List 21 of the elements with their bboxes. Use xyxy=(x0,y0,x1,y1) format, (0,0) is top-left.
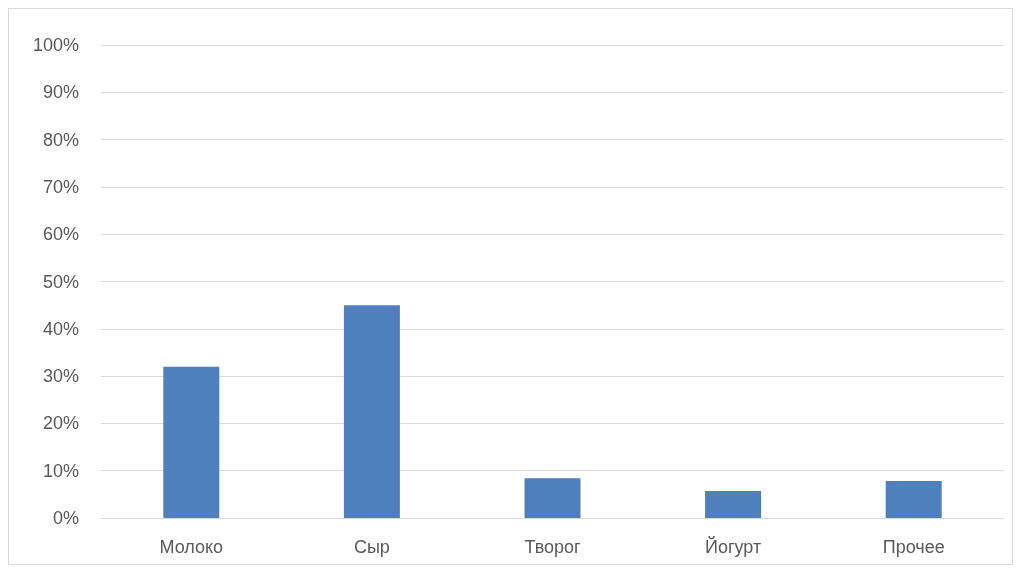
x-tick-label: Прочее xyxy=(882,537,945,557)
y-tick-label: 90% xyxy=(42,82,79,103)
bar xyxy=(163,366,220,518)
y-tick-label: 50% xyxy=(42,271,79,292)
x-tick-label: Йогурт xyxy=(705,536,762,557)
y-tick-label: 30% xyxy=(42,366,79,387)
x-tick-label: Молоко xyxy=(159,537,224,557)
y-tick-label: 100% xyxy=(32,35,79,55)
y-tick-label: 70% xyxy=(42,176,79,197)
y-tick-label: 20% xyxy=(42,413,79,434)
x-tick-label: Сыр xyxy=(353,537,390,557)
bar xyxy=(885,481,942,518)
bar xyxy=(343,305,400,518)
bar xyxy=(524,478,581,518)
bar xyxy=(705,491,762,518)
y-tick-label: 10% xyxy=(42,460,79,481)
x-tick-label: Творог xyxy=(524,537,582,557)
y-tick-label: 40% xyxy=(42,318,79,339)
y-tick-label: 60% xyxy=(42,224,79,245)
y-tick-label: 0% xyxy=(52,508,79,528)
y-tick-label: 80% xyxy=(42,129,79,150)
